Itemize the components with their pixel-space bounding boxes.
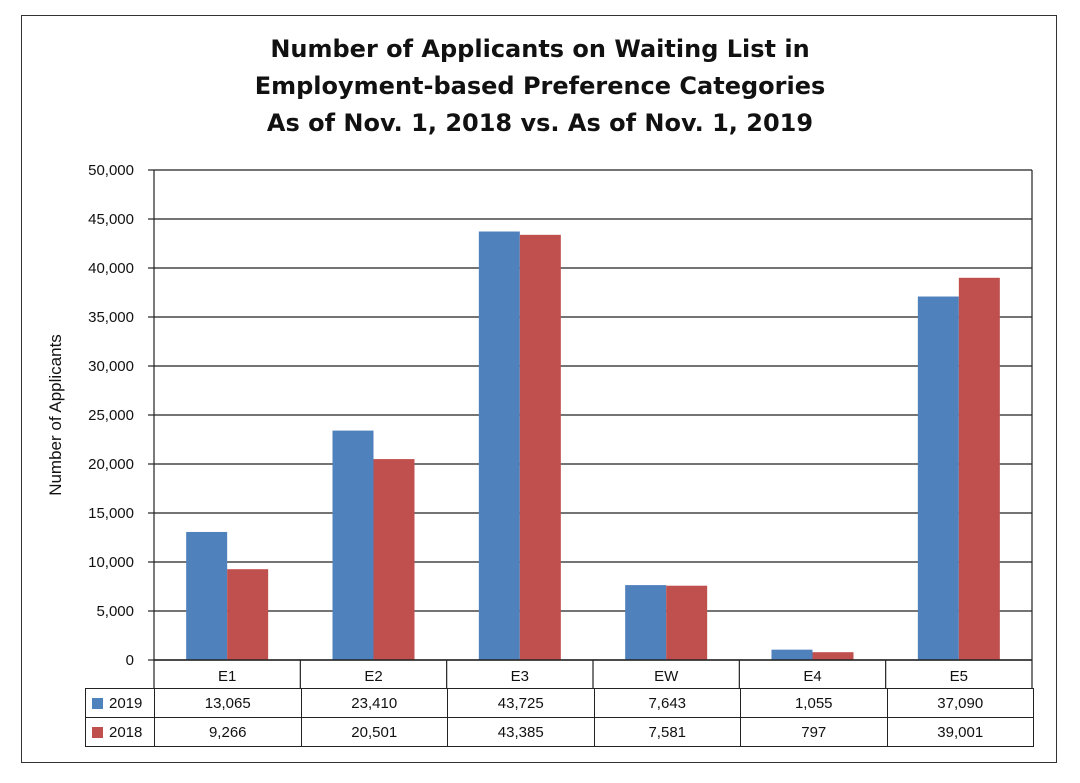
chart-title-line-3: As of Nov. 1, 2018 vs. As of Nov. 1, 201… [266,109,814,137]
table-cell: 13,065 [154,688,302,718]
table-cell: 43,385 [447,717,595,747]
x-tick-label: E2 [364,668,382,685]
table-cell: 39,001 [886,717,1034,747]
table-cell: 1,055 [740,688,888,718]
table-cell: 797 [740,717,888,747]
y-tick-label: 40,000 [88,260,134,277]
y-axis-label: Number of Applicants [46,334,65,496]
table-cell: 37,090 [886,688,1034,718]
y-tick-label: 10,000 [88,554,134,571]
legend-key: 2019 [85,688,155,718]
y-tick-label: 35,000 [88,309,134,326]
chart-title-line-1: Number of Applicants on Waiting List in [270,35,810,63]
y-tick-label: 15,000 [88,505,134,522]
table-cell: 20,501 [300,717,448,747]
y-tick-label: 20,000 [88,456,134,473]
bar-2018-ew [666,585,708,660]
table-cell: 9,266 [154,717,302,747]
table-cell: 43,725 [447,688,595,718]
y-tick-label: 50,000 [88,162,134,179]
chart-plot: 0 5,000 10,000 15,000 20,000 25,000 30,000 35,0… [46,162,1033,688]
y-tick-label: 0 [126,652,134,669]
legend-label: 2018 [109,723,143,741]
x-tick-label: E4 [803,668,821,685]
bar-2019-ew [625,585,667,660]
bar-2019-e3 [478,231,520,660]
legend-swatch [92,726,103,738]
bar-2018-e1 [227,569,269,660]
data-table: 2019 13,065 23,410 43,725 7,643 1,055 37,090 20… [85,688,1034,747]
table-cell: 23,410 [300,688,448,718]
bar-2019-e1 [186,531,228,660]
bar-2019-e2 [332,430,374,660]
bar-2018-e4 [812,652,854,660]
x-tick-label: E1 [218,668,236,685]
bar-2019-e5 [917,296,959,660]
table-cell: 7,581 [593,717,741,747]
legend-label: 2019 [109,694,143,712]
bar-2018-e3 [519,234,561,660]
y-tick-label: 25,000 [88,407,134,424]
legend-swatch [92,697,103,709]
legend-key: 2018 [85,717,155,747]
table-row-2018: 2018 9,266 20,501 43,385 7,581 797 39,001 [85,717,1034,747]
x-tick-label: E3 [511,668,529,685]
bar-2018-e5 [958,277,1000,660]
table-row-2019: 2019 13,065 23,410 43,725 7,643 1,055 37,090 [85,688,1034,718]
table-cell: 7,643 [593,688,741,718]
x-tick-label: E5 [950,668,968,685]
y-tick-label: 30,000 [88,358,134,375]
x-tick-label: EW [654,668,679,685]
chart-title-line-2: Employment-based Preference Categories [254,72,826,100]
y-tick-label: 45,000 [88,211,134,228]
bar-2018-e2 [373,459,415,660]
bar-2019-e4 [771,649,813,660]
y-tick-label: 5,000 [96,603,134,620]
